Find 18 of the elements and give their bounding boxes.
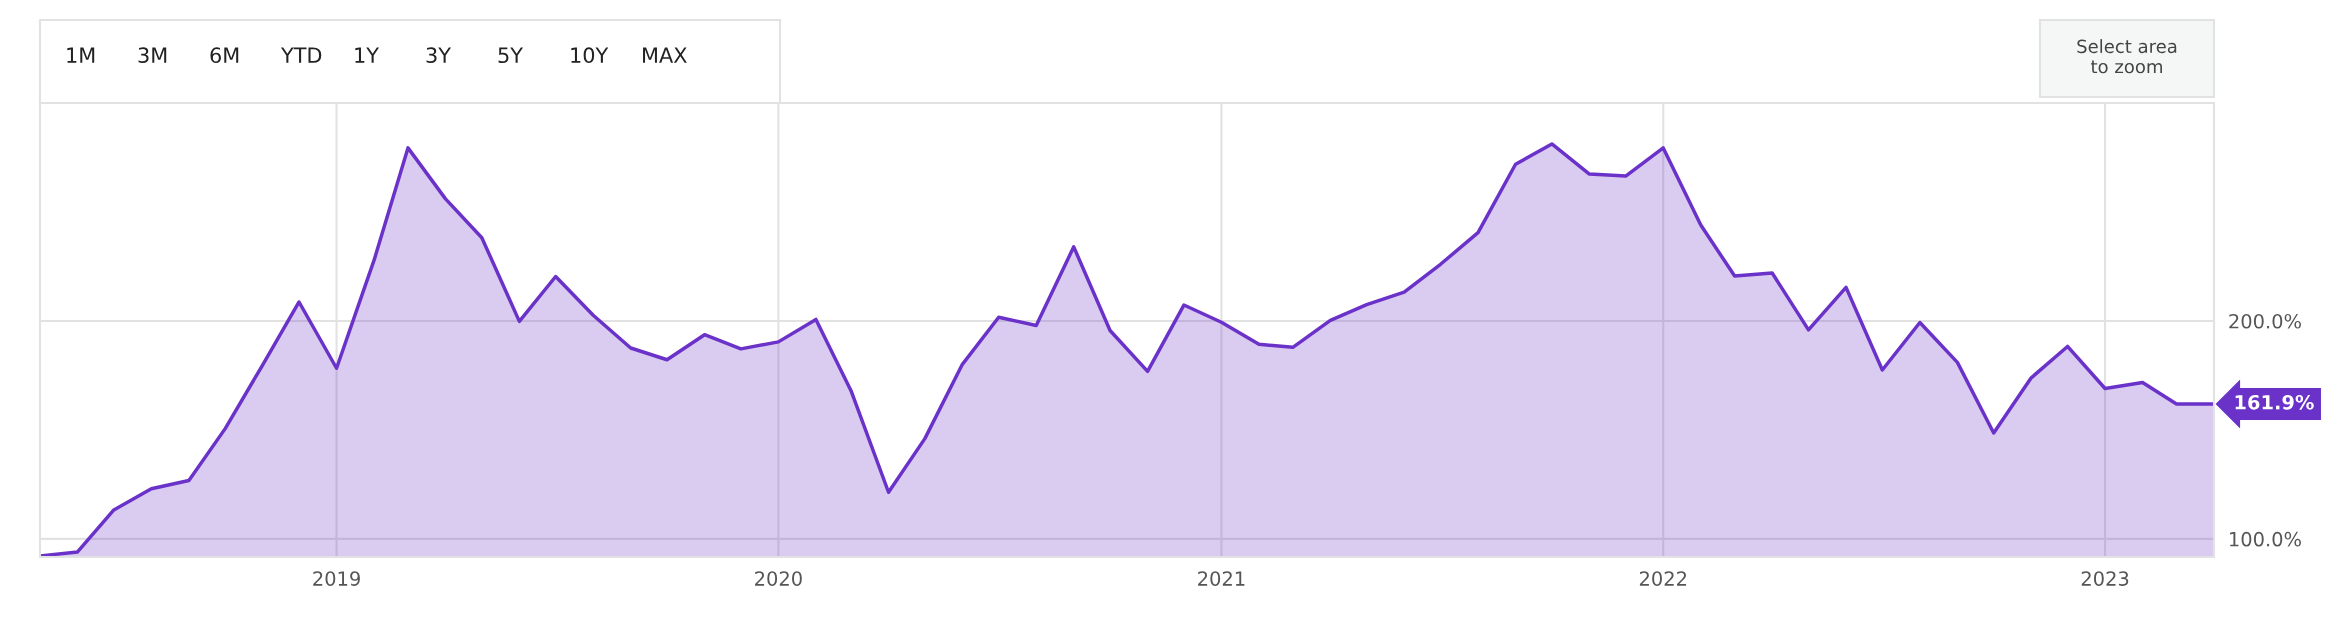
x-tick-label: 2022 <box>1639 571 1687 586</box>
text: 1M <box>67 47 95 63</box>
text: 3M <box>138 47 167 64</box>
text: 5Y <box>498 47 524 64</box>
y-tick-label: 200.0% <box>2229 313 2301 329</box>
x-tick-label: 2020 <box>755 571 802 586</box>
text: 3Y <box>426 47 452 64</box>
text: MAX <box>643 47 687 63</box>
text: 6M <box>210 47 239 64</box>
x-tick-label: 2019 <box>313 571 360 586</box>
text: YTD <box>280 47 322 63</box>
x-tick-label: 2023 <box>2081 571 2129 586</box>
text: 10Y <box>571 47 609 64</box>
text: Select area to zoom <box>2077 39 2177 74</box>
text: 1Y <box>355 47 380 63</box>
x-tick-label: 2021 <box>1198 571 1245 586</box>
data-label: 161.9% <box>2235 394 2314 410</box>
y-tick-label: 100.0% <box>2230 531 2301 547</box>
